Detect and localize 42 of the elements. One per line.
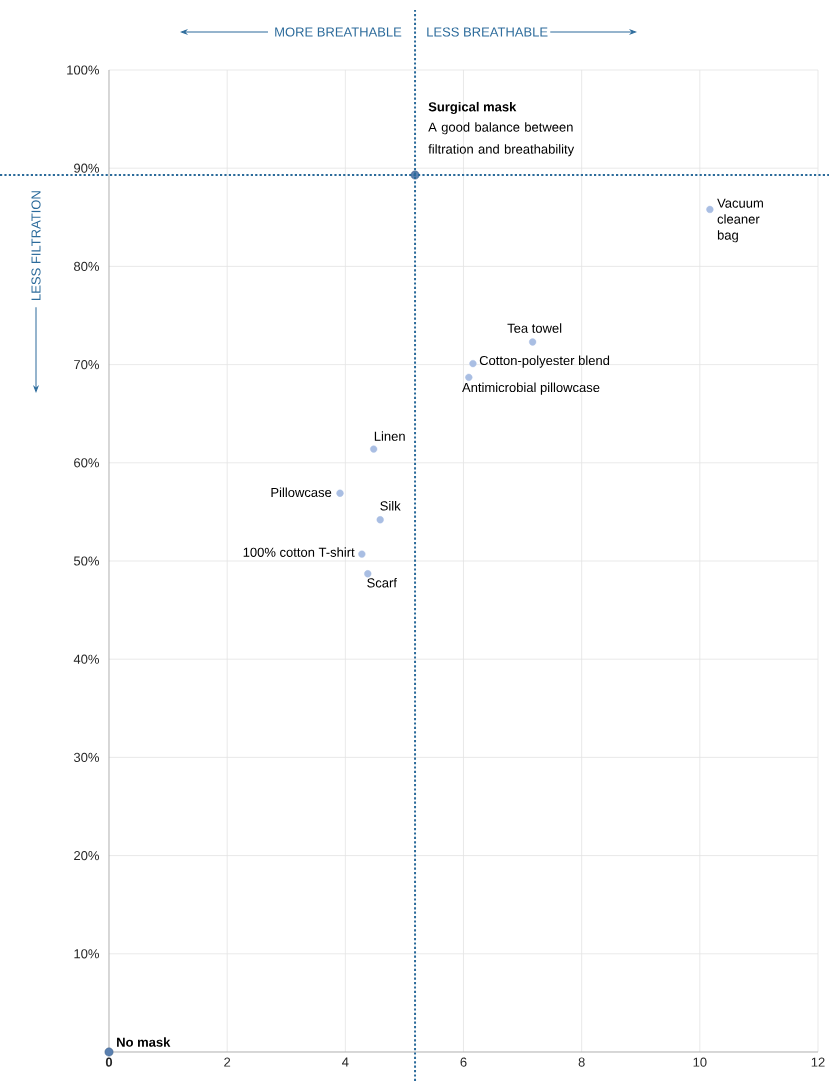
x-tick-label: 0 bbox=[105, 1057, 113, 1067]
y-tick-label: 60% bbox=[74, 458, 100, 468]
y-tick-label: 80% bbox=[74, 261, 100, 271]
annotation: A good balance between filtration and breathability bbox=[428, 122, 575, 157]
annotation: Linen bbox=[374, 431, 405, 441]
point bbox=[529, 338, 537, 346]
point bbox=[469, 360, 477, 368]
x-tick-label: 12 bbox=[811, 1057, 825, 1067]
annotation: Silk bbox=[380, 501, 401, 511]
annotation: 100% cotton T-shirt bbox=[243, 547, 355, 557]
point bbox=[104, 1047, 114, 1057]
annotation: Pillowcase bbox=[271, 487, 332, 498]
text: LESS FILTRATION bbox=[31, 191, 41, 300]
x-tick-label: 6 bbox=[460, 1057, 467, 1067]
y-tick-label: 30% bbox=[73, 752, 100, 762]
point bbox=[364, 570, 372, 578]
y-tick-label: 50% bbox=[73, 556, 100, 566]
x-tick-label: 4 bbox=[342, 1057, 349, 1067]
point bbox=[336, 489, 344, 497]
x-tick-label: 8 bbox=[578, 1057, 585, 1067]
point bbox=[465, 373, 473, 381]
text: MORE BREATHABLE bbox=[275, 27, 402, 37]
point bbox=[370, 445, 378, 453]
y-tick-label: 100% bbox=[67, 65, 99, 75]
annotation: Surgical mask bbox=[428, 101, 517, 115]
x-tick-label: 10 bbox=[693, 1057, 707, 1067]
x-tick-label: 2 bbox=[224, 1057, 231, 1067]
annotation: Cotton-polyester blend bbox=[479, 355, 610, 368]
text: LESS BREATHABLE bbox=[427, 27, 548, 37]
annotation: Antimicrobial pillowcase bbox=[462, 382, 600, 395]
y-tick-label: 90% bbox=[74, 163, 100, 173]
annotation: Vacuum cleaner bag bbox=[717, 198, 763, 243]
annotation: Tea towel bbox=[507, 323, 562, 333]
point bbox=[358, 550, 366, 558]
point bbox=[376, 516, 384, 524]
annotation: Scarf bbox=[367, 577, 397, 588]
y-tick-label: 70% bbox=[74, 359, 100, 370]
y-tick-label: 20% bbox=[74, 850, 100, 861]
annotation: No mask bbox=[117, 1037, 171, 1047]
point bbox=[706, 205, 714, 214]
y-tick-label: 10% bbox=[74, 949, 100, 959]
y-tick-label: 40% bbox=[73, 654, 100, 664]
